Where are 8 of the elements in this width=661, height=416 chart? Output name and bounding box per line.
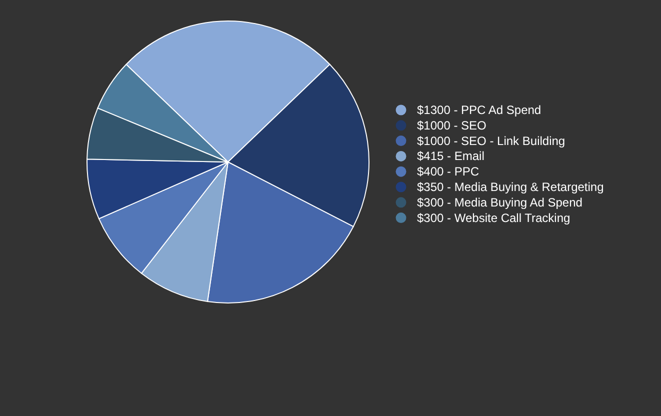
legend-label: $1000 - SEO - Link Building — [417, 134, 566, 148]
legend-label: $1300 - PPC Ad Spend — [417, 103, 542, 117]
legend-label: $350 - Media Buying & Retargeting — [417, 180, 604, 194]
legend-label: $1000 - SEO — [417, 118, 486, 132]
legend-label: $300 - Website Call Tracking — [417, 210, 570, 225]
legend-label: $400 - PPC — [417, 164, 480, 179]
legend-label: $415 - Email — [417, 149, 484, 164]
legend-label: $300 - Media Buying Ad Spend — [417, 195, 582, 210]
